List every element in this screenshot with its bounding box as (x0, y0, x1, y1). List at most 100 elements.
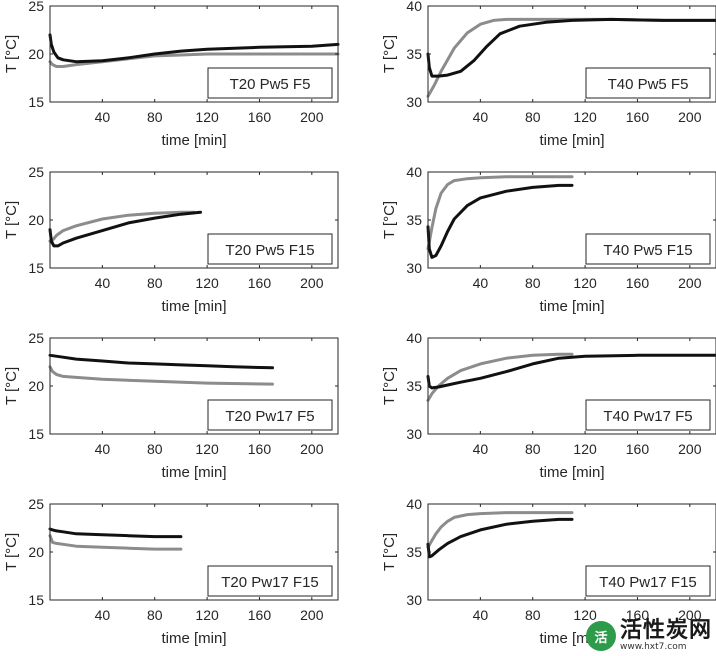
y-tick-label: 30 (406, 592, 422, 608)
series-line-1 (48, 534, 183, 551)
x-tick-label: 40 (473, 441, 489, 457)
watermark-brand: 活性炭网 (619, 618, 712, 643)
chart-panel-3: 40 80 120 160 200 15 20 25 time [min] T [°C] T20 P… (3, 164, 339, 315)
panel-label-box (207, 565, 333, 597)
x-tick-label: 200 (678, 275, 702, 291)
x-tick-label: 160 (248, 275, 272, 291)
y-tick-label: 15 (28, 260, 44, 276)
series-line-2 (426, 183, 574, 259)
y-axis-label: T [°C] (3, 201, 20, 239)
chart-panel-5: 40 80 120 160 200 15 20 25 time [min] T [°C] T20 P… (3, 330, 339, 481)
x-tick-label: 40 (95, 607, 111, 623)
x-axis-label: time [min] (161, 132, 226, 149)
chart-panel-7: 40 80 120 160 200 15 20 25 time [min] T [°C] T20 P… (3, 496, 339, 647)
x-tick-label: 80 (147, 607, 163, 623)
x-tick-label: 160 (626, 275, 650, 291)
y-tick-label: 25 (28, 330, 44, 346)
x-tick-label: 120 (573, 441, 597, 457)
y-axis-label: T [°C] (3, 35, 20, 73)
y-tick-label: 30 (406, 260, 422, 276)
x-tick-label: 160 (248, 109, 272, 125)
x-tick-label: 80 (147, 275, 163, 291)
series-line-1 (48, 210, 196, 243)
x-axis-label: time [min] (161, 298, 226, 315)
x-tick-label: 200 (678, 109, 702, 125)
series-line-2 (426, 517, 574, 559)
x-tick-label: 120 (573, 275, 597, 291)
x-tick-label: 120 (195, 275, 219, 291)
x-tick-label: 160 (248, 607, 272, 623)
panel-label: T40 Pw17 F5 (603, 408, 692, 425)
series-line-2 (48, 33, 340, 64)
y-tick-label: 25 (28, 496, 44, 512)
y-tick-label: 15 (28, 592, 44, 608)
panel-label: T20 Pw5 F15 (225, 242, 314, 259)
x-tick-label: 80 (525, 109, 541, 125)
x-axis-label: time [min] (539, 298, 604, 315)
x-tick-label: 160 (248, 441, 272, 457)
x-axis-label: time [min] (539, 132, 604, 149)
x-tick-label: 200 (300, 441, 324, 457)
y-tick-label: 15 (28, 94, 44, 110)
series-line-1 (426, 352, 574, 402)
y-axis-label: T [°C] (381, 367, 398, 405)
panel-label: T40 Pw17 F15 (599, 574, 697, 591)
x-axis-label: time [min] (161, 464, 226, 481)
x-tick-label: 200 (678, 607, 702, 623)
x-tick-label: 200 (300, 275, 324, 291)
x-tick-label: 40 (473, 275, 489, 291)
x-tick-label: 200 (300, 109, 324, 125)
panel-label: T20 Pw5 F5 (230, 76, 311, 93)
y-axis-label: T [°C] (381, 533, 398, 571)
x-tick-label: 120 (195, 607, 219, 623)
x-tick-label: 120 (573, 607, 597, 623)
panel-label: T20 Pw17 F15 (221, 574, 319, 591)
y-axis-label: T [°C] (3, 367, 20, 405)
y-tick-label: 35 (406, 544, 422, 560)
panel-label-box (207, 399, 333, 431)
series-line-1 (426, 511, 574, 549)
x-axis-label: time [min] (539, 464, 604, 481)
chart-panel-1: 40 80 120 160 200 15 20 25 time [min] T [°C] T20 P… (3, 0, 340, 149)
y-tick-label: 25 (28, 0, 44, 14)
panel-label-box (585, 67, 711, 99)
x-tick-label: 120 (573, 109, 597, 125)
x-tick-label: 40 (95, 441, 111, 457)
y-tick-label: 15 (28, 426, 44, 442)
y-tick-label: 30 (406, 426, 422, 442)
y-tick-label: 35 (406, 378, 422, 394)
series-line-1 (48, 365, 274, 386)
y-tick-label: 20 (28, 544, 44, 560)
panel-label-box (585, 399, 711, 431)
x-tick-label: 200 (678, 441, 702, 457)
x-tick-label: 80 (147, 441, 163, 457)
series-line-2 (48, 353, 274, 370)
y-tick-label: 35 (406, 46, 422, 62)
x-tick-label: 80 (525, 275, 541, 291)
x-tick-label: 200 (300, 607, 324, 623)
panel-label-box (207, 67, 333, 99)
x-tick-label: 160 (626, 441, 650, 457)
series-line-1 (426, 175, 574, 251)
x-tick-label: 40 (473, 607, 489, 623)
x-tick-label: 80 (525, 607, 541, 623)
y-axis-label: T [°C] (3, 533, 20, 571)
y-tick-label: 20 (28, 46, 44, 62)
x-tick-label: 120 (195, 441, 219, 457)
x-tick-label: 120 (195, 109, 219, 125)
watermark: 活 活性炭网 www.hxt7.com (585, 618, 712, 652)
panel-label: T40 Pw5 F15 (603, 242, 692, 259)
series-line-2 (48, 210, 202, 248)
watermark-url: www.hxt7.com (619, 642, 687, 652)
watermark-logo-icon: 活 (585, 621, 616, 651)
x-axis-label: time [min] (161, 630, 226, 647)
chart-panel-6: 40 80 120 160 200 30 35 40 time [min] T [°C] T40 P… (381, 330, 716, 481)
x-tick-label: 40 (95, 109, 111, 125)
panel-label-box (585, 233, 711, 265)
x-tick-label: 80 (525, 441, 541, 457)
y-axis-label: T [°C] (381, 35, 398, 73)
x-tick-label: 40 (95, 275, 111, 291)
y-tick-label: 40 (406, 496, 422, 512)
y-tick-label: 35 (406, 212, 422, 228)
